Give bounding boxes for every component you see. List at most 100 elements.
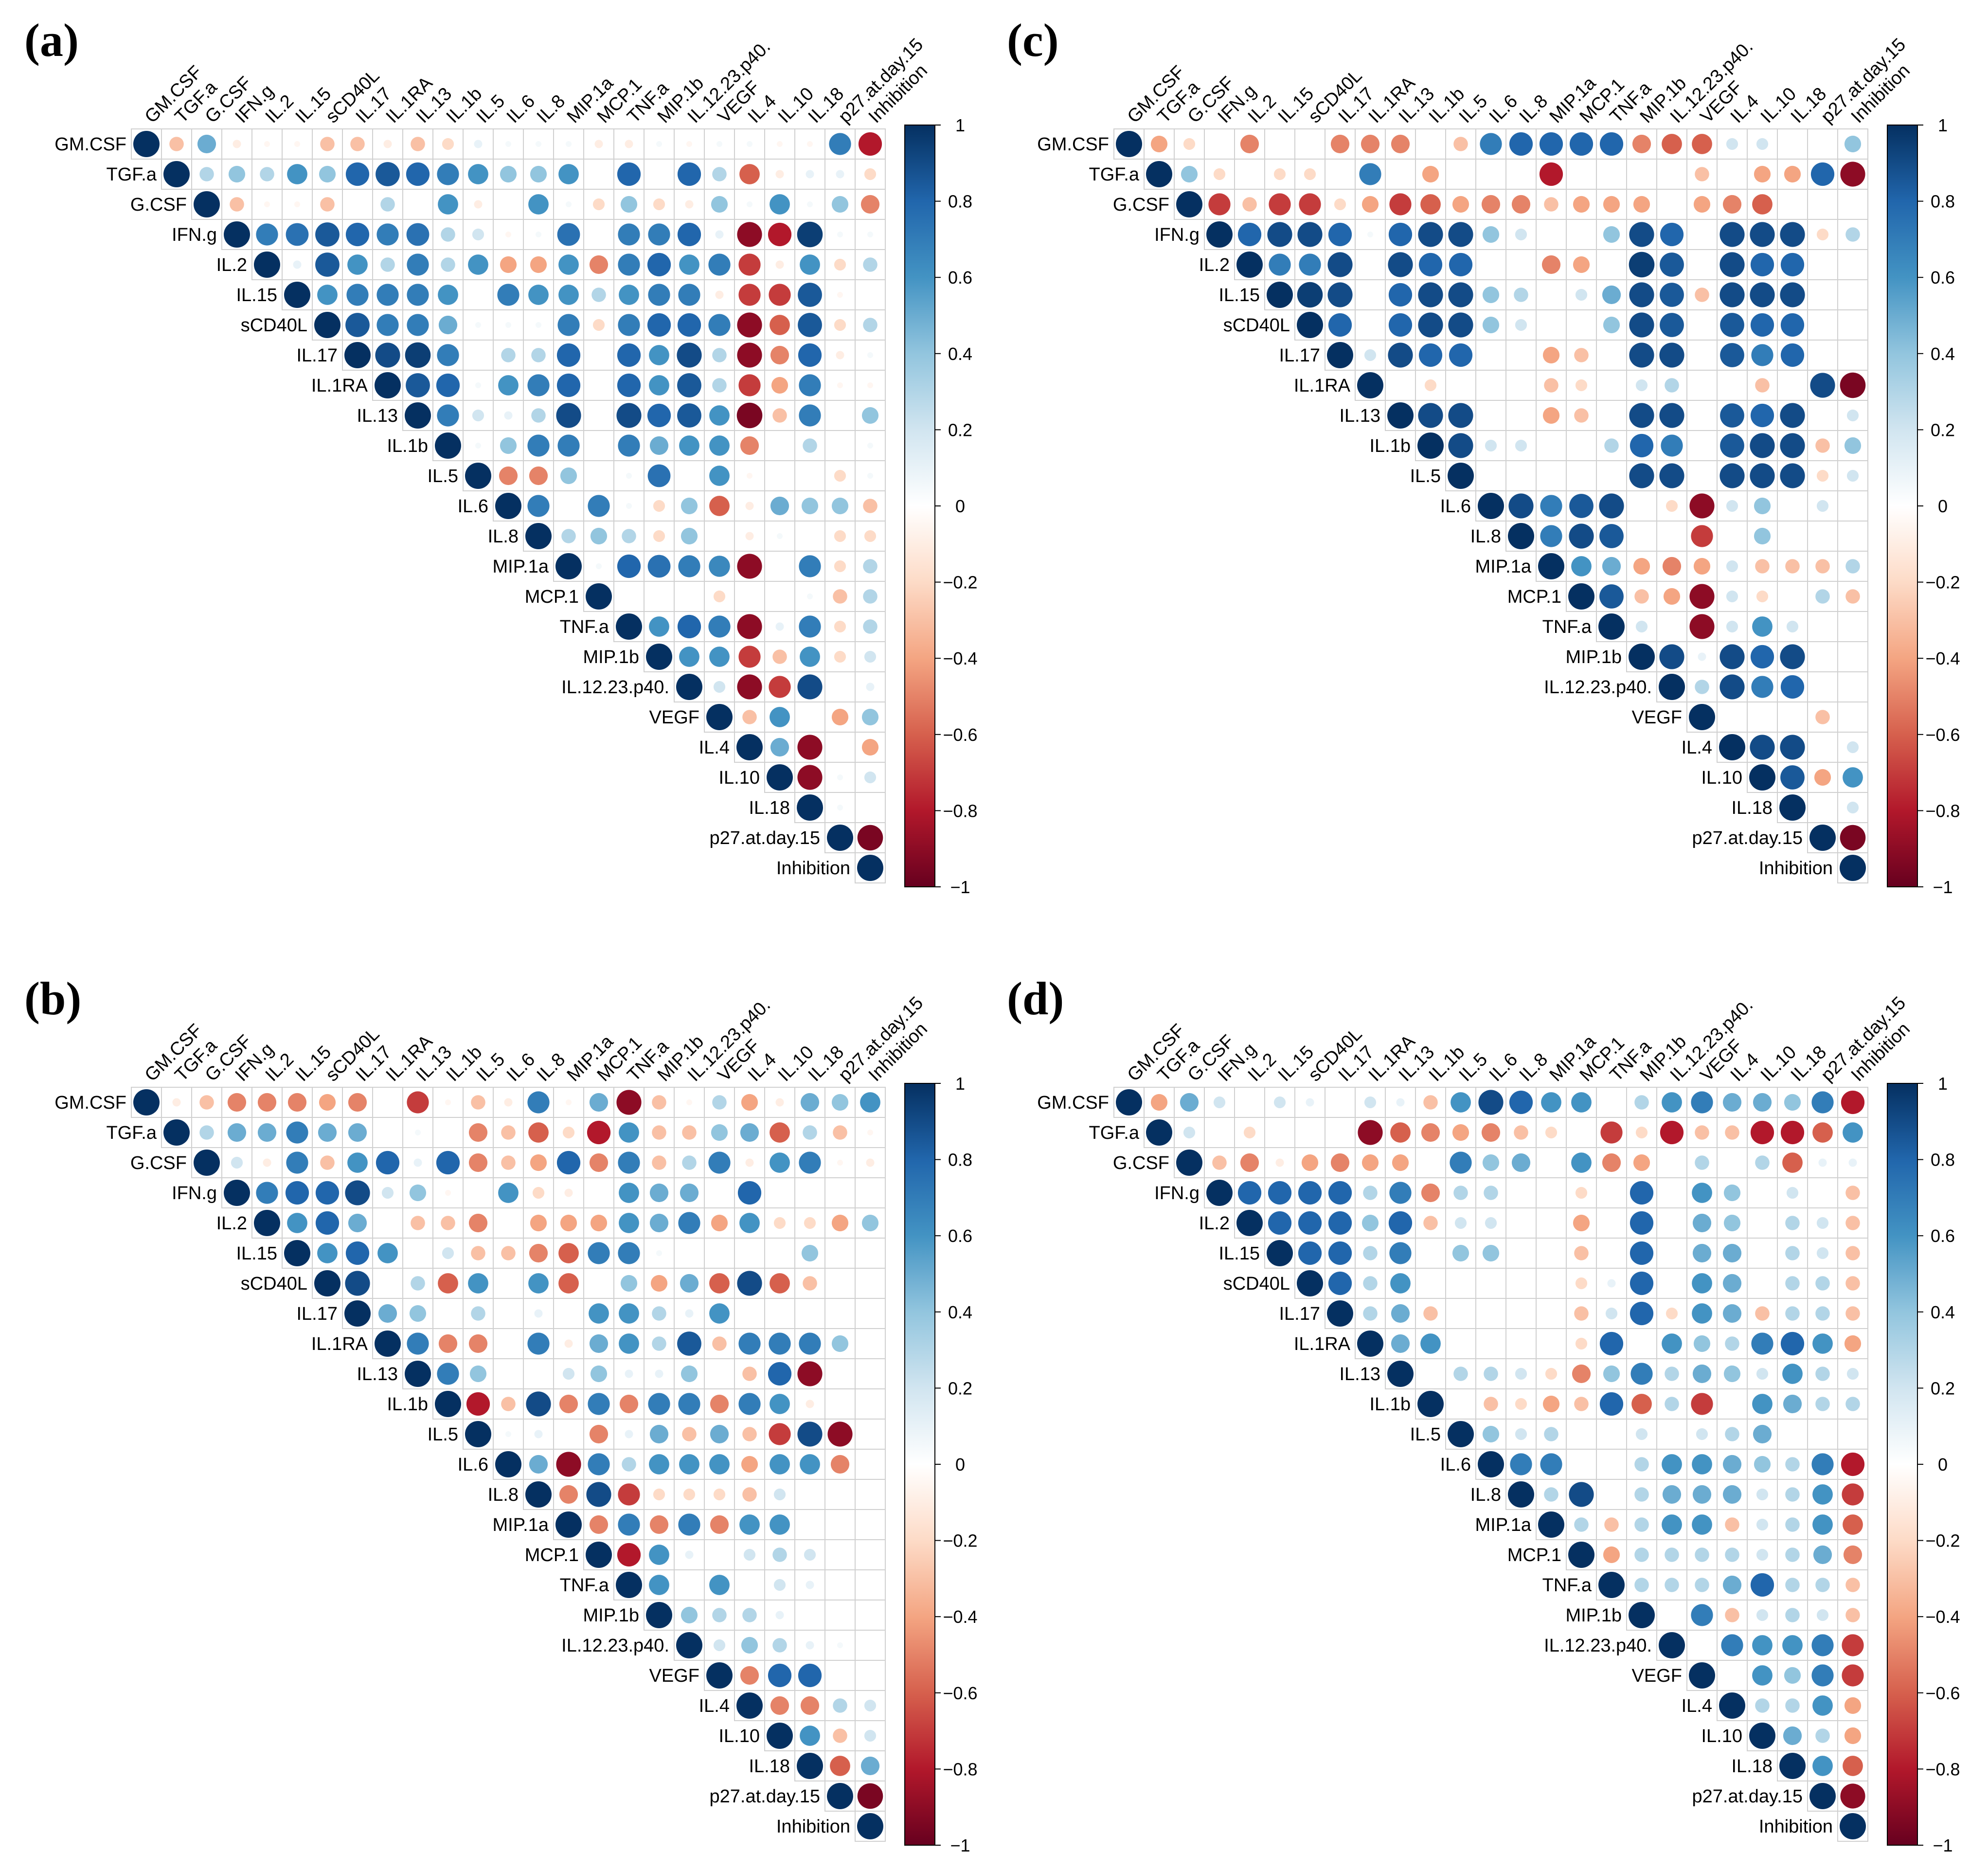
corr-circle-GM.CSF-MIP.1b bbox=[1632, 134, 1651, 154]
grid-cell bbox=[1355, 309, 1386, 341]
corr-circle-IL.10-IL.18 bbox=[797, 765, 823, 790]
corr-circle-GM.CSF-IL.8 bbox=[536, 141, 541, 147]
corr-circle-IL.1RA-TNF.a bbox=[619, 1333, 639, 1354]
row-label: IL.6 bbox=[1440, 1455, 1471, 1475]
corr-circle-G.CSF-p27.at.day.15 bbox=[831, 196, 849, 213]
corr-circle-GM.CSF-IL.6 bbox=[1480, 133, 1502, 155]
corr-circle-IL.18-p27.at.day.15 bbox=[1812, 1756, 1833, 1776]
corr-circle-G.CSF-p27.at.day.15 bbox=[837, 1160, 843, 1166]
corr-circle-IL.17-MIP.1b bbox=[652, 1306, 666, 1321]
corr-circle-IL.8-MIP.1a bbox=[559, 1485, 578, 1504]
corr-circle-MIP.1b-IL.10 bbox=[772, 649, 787, 664]
grid-cell bbox=[1475, 340, 1506, 371]
corr-circle-G.CSF-MIP.1a bbox=[566, 201, 572, 207]
corr-circle-IL.2-MCP.1 bbox=[1573, 1214, 1590, 1232]
corr-circle-IFN.g-sCD40L bbox=[1298, 1181, 1322, 1205]
grid-cell bbox=[824, 1539, 856, 1570]
corr-circle-IFN.g-IL.4 bbox=[737, 222, 762, 247]
corr-circle-IFN.g-IL.5 bbox=[472, 228, 484, 241]
corr-circle-GM.CSF-IL.1b bbox=[1423, 1095, 1438, 1110]
grid-cell bbox=[1686, 219, 1718, 250]
corr-circle-GM.CSF-IL.17 bbox=[350, 137, 365, 151]
grid-cell bbox=[734, 1238, 765, 1269]
corr-circle-IL.8-TNF.a bbox=[618, 1483, 640, 1506]
grid-cell bbox=[1656, 1238, 1687, 1269]
corr-circle-IL.15-p27.at.day.15 bbox=[837, 292, 843, 298]
row-label: IL.10 bbox=[718, 1726, 760, 1746]
grid-cell bbox=[1596, 340, 1627, 371]
grid-cell bbox=[372, 1087, 403, 1118]
grid-cell bbox=[674, 1238, 705, 1269]
corr-circle-TNF.a-TNF.a bbox=[616, 1572, 642, 1598]
grid-cell bbox=[402, 189, 433, 220]
corr-circle-IFN.g-IL.8 bbox=[536, 232, 541, 237]
corr-circle-IL.1RA-IL.10 bbox=[1755, 378, 1770, 393]
corr-circle-G.CSF-MCP.1 bbox=[1571, 1152, 1592, 1173]
grid-cell bbox=[1717, 1147, 1748, 1178]
corr-circle-IL.1RA-MCP.1 bbox=[1575, 1337, 1588, 1350]
corr-circle-IFN.g-p27.at.day.15 bbox=[1816, 228, 1829, 241]
corr-circle-GM.CSF-IFN.g bbox=[233, 140, 241, 148]
corr-circle-IL.8-MCP.1 bbox=[1569, 1482, 1594, 1507]
corr-circle-IL.15-IL.5 bbox=[471, 1246, 485, 1260]
corr-circle-IL.6-TNF.a bbox=[626, 503, 632, 509]
corr-circle-IFN.g-IFN.g bbox=[1206, 1180, 1233, 1206]
corr-circle-VEGF-Inhibition bbox=[861, 708, 879, 726]
row-label: IL.2 bbox=[216, 255, 247, 275]
corr-circle-G.CSF-IL.1b bbox=[1420, 194, 1441, 215]
corr-circle-TGF.a-IL.6 bbox=[501, 1125, 516, 1140]
corr-circle-IL.10-p27.at.day.15 bbox=[837, 774, 843, 780]
corr-circle-sCD40L-IL.18 bbox=[798, 313, 822, 337]
corr-circle-MCP.1-MCP.1 bbox=[1568, 583, 1594, 610]
corr-circle-IL.17-IL.1b bbox=[1423, 1306, 1438, 1321]
corr-circle-IL.1b-MIP.1b bbox=[648, 1393, 670, 1415]
panel-d: (d) GM.CSF TGF.a G.CSF IFN.g IL.2 IL.15 sCD40L I… bbox=[1007, 972, 1960, 1855]
corr-circle-IL.2-IL.15 bbox=[1268, 1211, 1292, 1235]
corr-circle-IL.13-MCP.1 bbox=[1574, 408, 1589, 423]
corr-circle-IL.17-IL.4 bbox=[1722, 1304, 1742, 1323]
corr-circle-sCD40L-MIP.1b bbox=[650, 1275, 668, 1292]
corr-circle-IL.2-IL.5 bbox=[1454, 1217, 1467, 1229]
corr-circle-MCP.1-IL.18 bbox=[804, 1548, 816, 1561]
corr-circle-IL.13-IL.13 bbox=[1387, 1361, 1414, 1387]
colorbar-tick-label: 0.6 bbox=[1931, 1226, 1955, 1246]
corr-circle-IL.1RA-p27.at.day.15 bbox=[831, 1335, 849, 1352]
grid-cell bbox=[1596, 1177, 1627, 1208]
corr-circle-GM.CSF-IL.4 bbox=[1722, 1093, 1742, 1112]
corr-circle-IL.15-IL.17 bbox=[345, 1241, 370, 1265]
corr-circle-IL.18-IL.18 bbox=[797, 794, 823, 821]
grid-cell bbox=[1505, 370, 1537, 401]
corr-circle-IL.13-IL.4 bbox=[736, 402, 763, 429]
row-label: p27.at.day.15 bbox=[710, 1786, 820, 1807]
corr-circle-IL.2-IL.17 bbox=[1328, 1211, 1352, 1235]
corr-circle-MIP.1a-TNF.a bbox=[1602, 557, 1621, 576]
corr-circle-MIP.1a-IL.12.23.p40. bbox=[1662, 1514, 1682, 1535]
corr-circle-IL.15-IL.17 bbox=[1327, 282, 1353, 307]
corr-circle-MIP.1a-MIP.1b bbox=[1633, 557, 1650, 575]
corr-circle-TGF.a-IL.17 bbox=[345, 162, 370, 186]
corr-circle-IL.10-IL.18 bbox=[800, 1726, 820, 1746]
corr-circle-IL.2-TNF.a bbox=[619, 1213, 639, 1233]
grid-cell bbox=[794, 460, 825, 491]
corr-circle-TGF.a-MIP.1a bbox=[1539, 162, 1563, 186]
corr-circle-IL.15-TNF.a bbox=[619, 285, 639, 305]
corr-circle-IL.2-VEGF bbox=[711, 1214, 728, 1232]
grid-cell bbox=[1686, 309, 1718, 341]
corr-circle-IL.2-VEGF bbox=[1692, 1213, 1712, 1233]
corr-circle-TGF.a-IL.4 bbox=[739, 164, 760, 184]
corr-circle-IL.17-IL.1RA bbox=[1363, 1306, 1378, 1321]
grid-cell bbox=[1837, 521, 1868, 552]
colorbar-tick-label: 0.2 bbox=[1931, 420, 1955, 440]
corr-circle-MIP.1a-TNF.a bbox=[618, 1513, 640, 1536]
corr-circle-MIP.1a-MIP.1a bbox=[555, 1511, 582, 1538]
grid-cell bbox=[1777, 1177, 1808, 1208]
corr-circle-IL.13-Inhibition bbox=[1846, 409, 1859, 422]
corr-circle-G.CSF-MIP.1b bbox=[1633, 196, 1650, 213]
corr-circle-IL.1b-TNF.a bbox=[1599, 1392, 1624, 1416]
corr-circle-IL.1RA-IL.1RA bbox=[1357, 372, 1383, 398]
corr-circle-IL.1RA-TNF.a bbox=[617, 373, 641, 397]
grid-cell bbox=[764, 551, 795, 582]
corr-circle-IL.18-p27.at.day.15 bbox=[830, 1756, 850, 1776]
corr-circle-IL.4-IL.18 bbox=[797, 735, 823, 760]
